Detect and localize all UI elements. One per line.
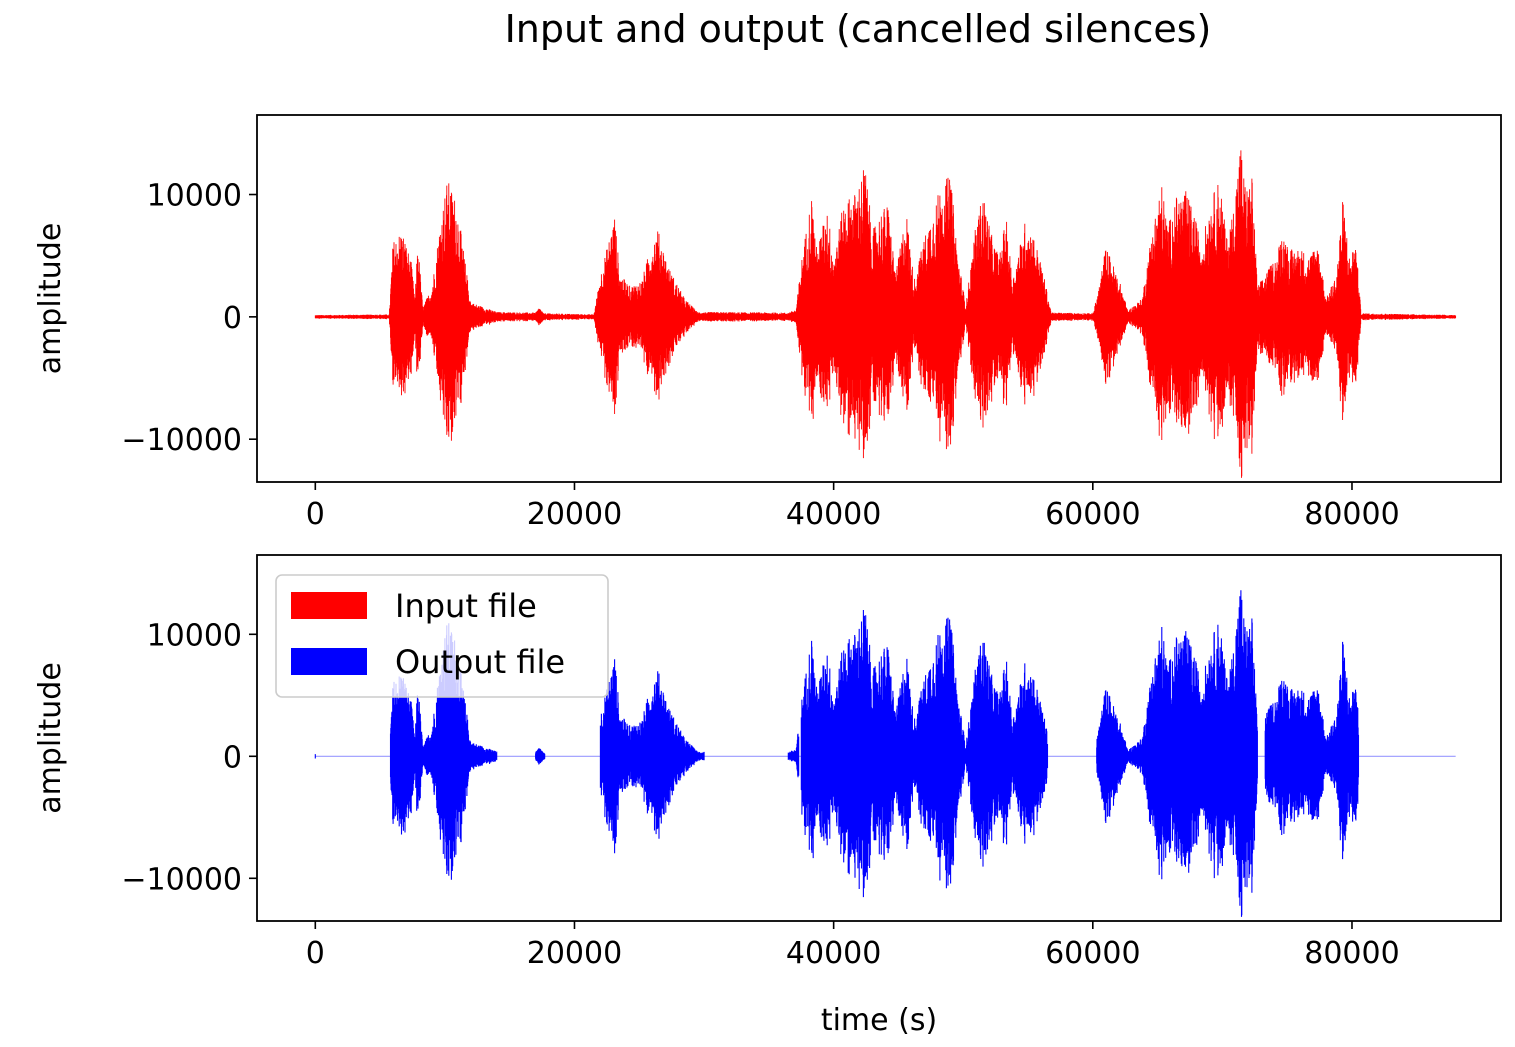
figure-title: Input and output (cancelled silences) <box>505 7 1212 51</box>
x-tick-label: 20000 <box>527 936 622 971</box>
y-tick-label: 0 <box>223 740 242 775</box>
x-tick-label: 40000 <box>786 936 881 971</box>
input-waveform <box>314 150 1457 478</box>
legend-label: Input file <box>395 587 537 625</box>
x-tick-label: 0 <box>306 497 325 532</box>
x-tick-label: 60000 <box>1045 936 1140 971</box>
axes-frame <box>256 554 1502 922</box>
y-tick-label: 0 <box>223 301 242 336</box>
x-tick-label: 20000 <box>527 497 622 532</box>
y-tick-label: −10000 <box>121 862 242 897</box>
y-tick-label: −10000 <box>121 423 242 458</box>
x-tick-label: 80000 <box>1304 936 1399 971</box>
top-axes-input: 0 20000 40000 60000 80000 −10000 0 10000 amplitu… <box>33 114 1502 532</box>
x-tick-label: 40000 <box>786 497 881 532</box>
x-axis-label: time (s) <box>821 1003 937 1038</box>
legend-swatch <box>291 648 367 675</box>
x-tick-label: 80000 <box>1304 497 1399 532</box>
y-tick-label: 10000 <box>147 179 242 214</box>
y-axis-label: amplitude <box>33 662 68 814</box>
waveform-series <box>314 150 1457 478</box>
y-axis-label: amplitude <box>33 223 68 375</box>
waveform-series <box>314 590 1456 917</box>
legend-label: Output file <box>395 643 565 681</box>
y-tick-label: 10000 <box>147 618 242 653</box>
legend: Input file Output file <box>275 574 609 698</box>
x-tick-label: 60000 <box>1045 497 1140 532</box>
output-waveform <box>314 590 1360 917</box>
bottom-axes-output: 0 20000 40000 60000 80000 −10000 0 10000 amplitu… <box>33 554 1502 1038</box>
axes-frame <box>256 114 1502 483</box>
legend-swatch <box>291 592 367 619</box>
x-tick-label: 0 <box>306 936 325 971</box>
